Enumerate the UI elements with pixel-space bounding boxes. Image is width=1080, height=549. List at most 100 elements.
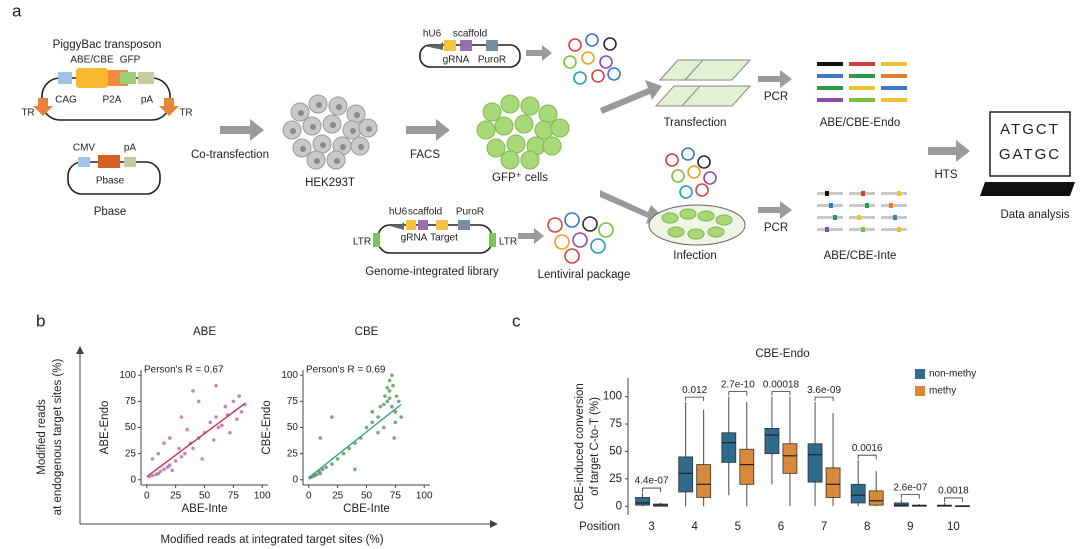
legend-swatch (915, 369, 925, 379)
nucleus (358, 144, 364, 150)
point (347, 446, 351, 451)
point (376, 415, 380, 419)
amplicon-mark (833, 215, 837, 220)
amplicon (881, 192, 907, 195)
amplicon-mark (889, 203, 893, 208)
point (214, 383, 218, 388)
amplicon (817, 74, 843, 78)
chart-title: CBE-Endo (755, 348, 809, 360)
point (385, 385, 390, 390)
label: Co-transfection (191, 149, 269, 161)
point (387, 378, 392, 383)
point (370, 420, 375, 425)
label: hU6 (423, 29, 442, 40)
amplicon-mark (829, 203, 833, 208)
amplicon (817, 216, 843, 219)
label: Data analysis (1000, 209, 1069, 221)
point (211, 438, 216, 442)
element (120, 72, 136, 84)
point (214, 415, 218, 419)
y-tick-label: 100 (119, 370, 136, 381)
annotation: Person's R = 0.69 (306, 365, 386, 376)
amplicon (849, 62, 875, 66)
element (458, 220, 470, 230)
legend-label: methy (929, 386, 956, 397)
y-tick-label: 75 (125, 396, 137, 407)
plates (654, 59, 752, 107)
amplicon (817, 98, 843, 102)
amplicon (881, 204, 907, 207)
point (185, 427, 189, 432)
amplicon (817, 86, 843, 90)
nucleus (290, 128, 296, 134)
box (635, 497, 650, 506)
x-tick-label: 75 (390, 491, 402, 502)
arrow (758, 70, 792, 88)
point (208, 420, 213, 425)
ring (573, 71, 587, 85)
label: CAG (55, 95, 77, 106)
label: LTR (499, 237, 517, 248)
point (393, 410, 398, 414)
element (486, 40, 498, 51)
point (330, 415, 334, 419)
x-tick-label: 100 (416, 491, 433, 502)
cell (486, 138, 506, 158)
sequence: GATGC (999, 146, 1061, 163)
cell (707, 226, 725, 238)
cell-cluster (476, 94, 570, 170)
point (239, 410, 244, 414)
bracket (642, 487, 661, 493)
amplicon (881, 98, 907, 102)
point (158, 469, 163, 474)
point (335, 457, 340, 461)
y-axis-title: CBE-Endo (261, 400, 273, 454)
y-tick-label: 25 (287, 448, 299, 459)
p-value: 0.012 (682, 385, 707, 396)
element (78, 157, 90, 167)
nucleus (298, 110, 304, 116)
ring (590, 238, 606, 254)
arrow (928, 140, 970, 162)
x-tick-label: 25 (332, 491, 344, 502)
label: ABE/CBE (70, 55, 114, 66)
label: Pbase (94, 206, 127, 218)
element (424, 42, 443, 50)
label: Infection (673, 250, 716, 262)
point (179, 454, 184, 459)
box (782, 443, 798, 474)
amplicon (881, 86, 907, 90)
annotation: Person's R = 0.67 (144, 365, 224, 376)
y-tick-label: 0 (292, 474, 298, 485)
axis-arrow (490, 520, 498, 528)
x-tick-label: 10 (947, 521, 960, 533)
axis-title: Modified reads at integrated target site… (160, 534, 383, 546)
point (231, 399, 236, 404)
label: gRNA (443, 55, 470, 66)
element (390, 222, 404, 230)
label: HTS (935, 169, 958, 181)
point (228, 430, 232, 435)
keyboard (980, 182, 1075, 196)
box (739, 448, 755, 485)
label: P2A (103, 95, 122, 106)
label: CMV (73, 143, 96, 154)
y-tick-label: 75 (287, 396, 299, 407)
label: PCR (764, 91, 788, 103)
ring (665, 153, 679, 167)
y-tick-label: 25 (609, 473, 622, 485)
element (418, 220, 428, 230)
panel-label: a (12, 1, 22, 20)
y-axis-title: of target C-to-T (%) (589, 397, 601, 496)
point (378, 404, 383, 409)
bracket (728, 391, 748, 396)
point (162, 441, 166, 445)
sequence: ATGCT (1000, 121, 1060, 138)
axis-title: at endogenous target sites (%) (52, 359, 64, 516)
point (383, 394, 387, 398)
arrow (406, 119, 450, 141)
point (173, 459, 178, 463)
tr-arrow (159, 98, 179, 116)
amplicon-mark (897, 191, 901, 196)
